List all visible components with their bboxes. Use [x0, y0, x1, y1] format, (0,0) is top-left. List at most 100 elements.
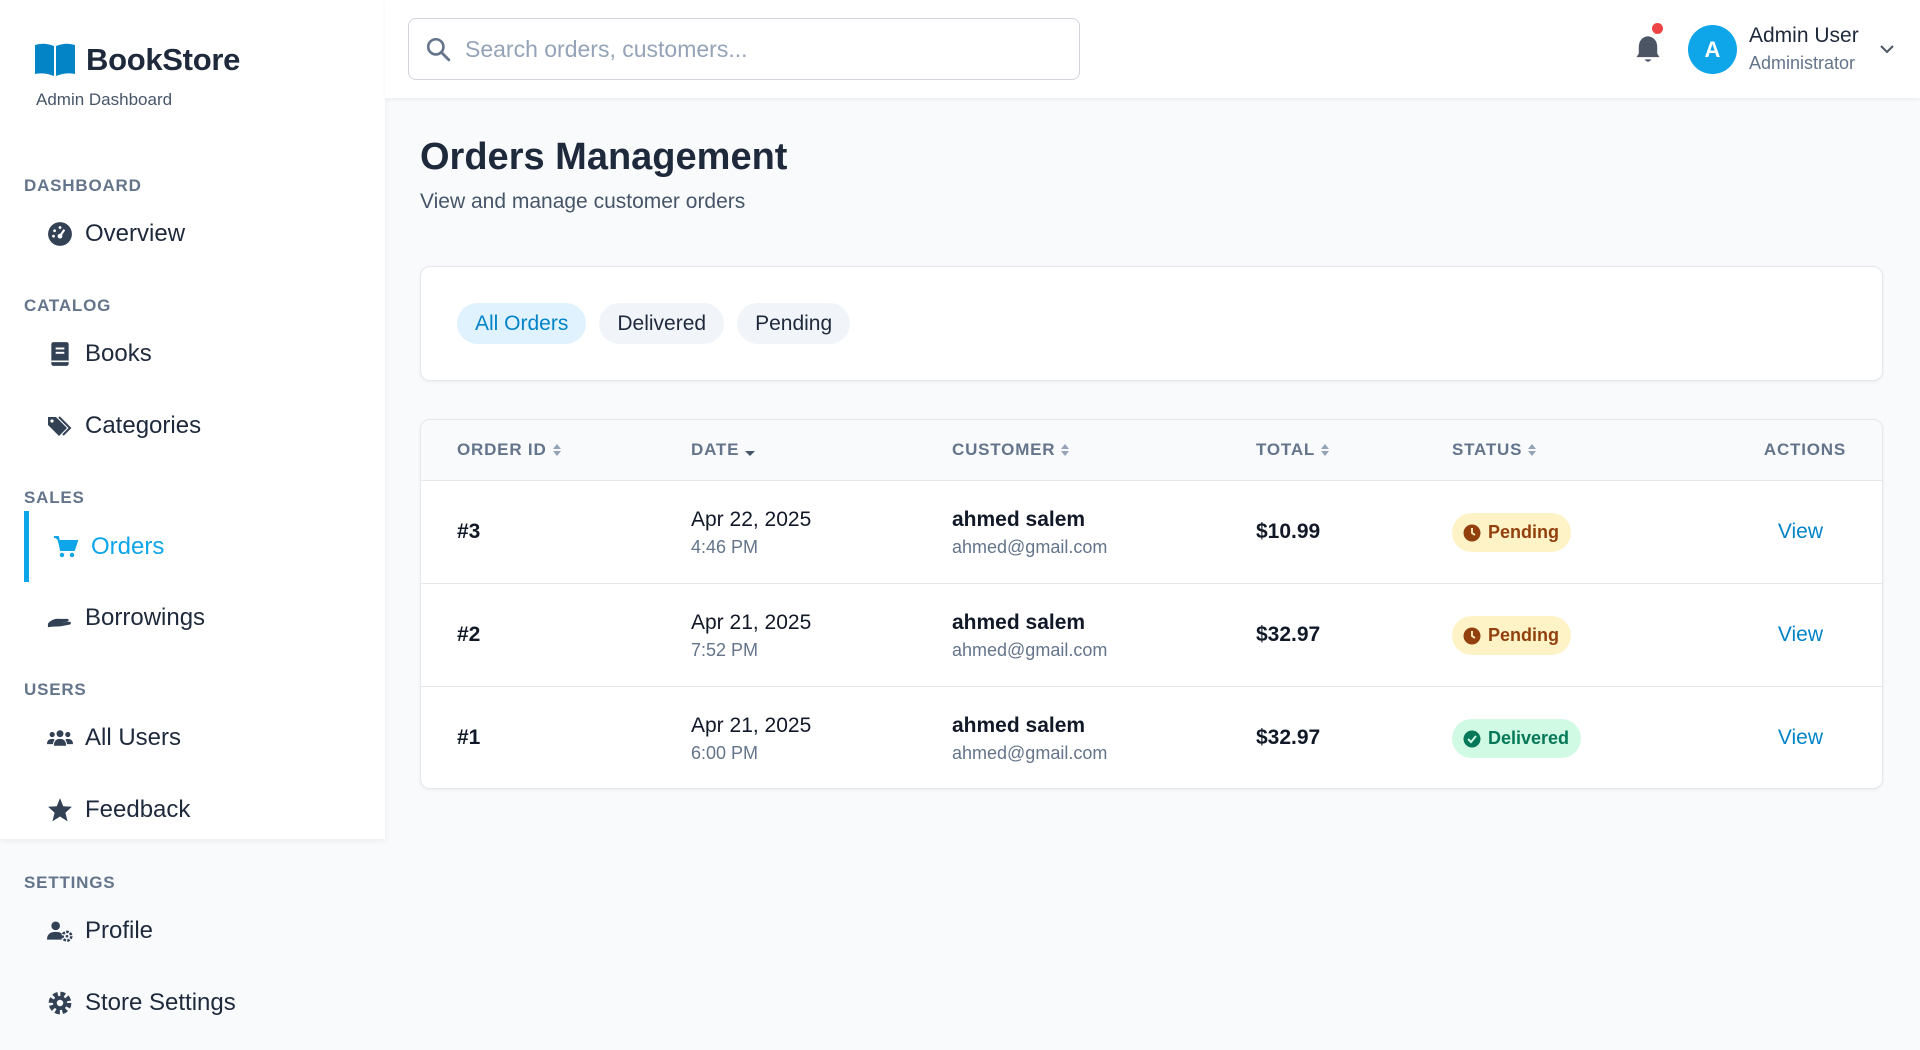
column-label: TOTAL	[1256, 440, 1316, 459]
tags-icon	[48, 416, 72, 436]
search-input[interactable]	[465, 35, 1045, 63]
sidebar-item-books[interactable]: Books	[25, 325, 365, 383]
sidebar-item-overview[interactable]: Overview	[25, 205, 365, 263]
avatar[interactable]: A	[1688, 25, 1737, 74]
gear-icon	[48, 991, 72, 1015]
page-title: Orders Management	[420, 136, 788, 178]
sidebar-item-label: Feedback	[85, 796, 191, 823]
order-time: 7:52 PM	[691, 640, 759, 660]
gauge-icon	[48, 222, 72, 246]
brand-name: BookStore	[86, 42, 241, 77]
sidebar-item-label: Overview	[85, 220, 186, 247]
column-status[interactable]: STATUS	[1452, 440, 1537, 460]
book-icon	[51, 342, 69, 366]
order-date: Apr 21, 2025	[691, 611, 812, 634]
check-circle-icon	[1463, 730, 1481, 747]
sidebar-item-label: Store Settings	[85, 989, 236, 1016]
status-badge: Delivered	[1452, 719, 1582, 758]
sidebar-item-orders[interactable]: Orders	[24, 511, 364, 582]
sort-icon	[1321, 444, 1330, 456]
column-label: CUSTOMER	[952, 440, 1056, 459]
order-total: $32.97	[1256, 623, 1321, 646]
table-row: #1 Apr 21, 2025 6:00 PM ahmed salem ahme…	[421, 687, 1882, 788]
bell-icon[interactable]	[1634, 34, 1662, 64]
table-row: #3 Apr 22, 2025 4:46 PM ahmed salem ahme…	[421, 481, 1882, 584]
hand-icon	[47, 618, 71, 628]
section-users: Users	[24, 680, 87, 699]
order-total: $10.99	[1256, 520, 1321, 543]
section-sales: Sales	[24, 488, 85, 507]
users-icon	[47, 730, 73, 746]
table-row: #2 Apr 21, 2025 7:52 PM ahmed salem ahme…	[421, 584, 1882, 687]
column-label: ORDER ID	[457, 440, 547, 459]
customer-email: ahmed@gmail.com	[952, 640, 1108, 660]
star-icon	[48, 798, 72, 822]
order-id: #3	[457, 520, 481, 543]
sidebar-item-all-users[interactable]: All Users	[25, 709, 365, 767]
sidebar-item-label: Profile	[85, 917, 154, 944]
sidebar-item-label: Orders	[91, 532, 165, 560]
order-id: #1	[457, 726, 481, 749]
notification-dot	[1652, 23, 1663, 34]
table-header: ORDER ID DATE CUSTOMER TOTAL STATUS ACTI…	[421, 420, 1882, 481]
page-subtitle: View and manage customer orders	[420, 190, 746, 213]
sort-icon	[1061, 444, 1070, 456]
section-catalog: Catalog	[24, 296, 112, 315]
search-icon	[426, 37, 451, 62]
customer-name: ahmed salem	[952, 611, 1086, 634]
sort-icon	[1528, 444, 1537, 456]
order-date: Apr 22, 2025	[691, 508, 812, 531]
column-label: DATE	[691, 440, 740, 459]
brand-subtitle: Admin Dashboard	[36, 90, 173, 109]
order-time: 6:00 PM	[691, 743, 759, 763]
sidebar-item-label: All Users	[85, 724, 182, 751]
column-label: STATUS	[1452, 440, 1523, 459]
section-settings: Settings	[24, 873, 116, 892]
column-order-id[interactable]: ORDER ID	[457, 440, 562, 460]
order-time: 4:46 PM	[691, 537, 759, 557]
status-badge: Pending	[1452, 513, 1571, 552]
order-id: #2	[457, 623, 481, 646]
user-gear-icon	[47, 921, 73, 942]
filter-all-orders[interactable]: All Orders	[457, 303, 587, 344]
column-total[interactable]: TOTAL	[1256, 440, 1330, 460]
user-name[interactable]: Admin User	[1749, 24, 1859, 47]
status-label: Pending	[1488, 522, 1559, 542]
user-role: Administrator	[1749, 53, 1856, 73]
logo[interactable]: BookStore	[34, 42, 240, 78]
view-button[interactable]: View	[1777, 520, 1823, 543]
sidebar-item-profile[interactable]: Profile	[25, 902, 365, 960]
filter-bar: All Orders Delivered Pending	[420, 266, 1883, 381]
customer-name: ahmed salem	[952, 714, 1086, 737]
sidebar-item-store-settings[interactable]: Store Settings	[25, 974, 365, 1032]
sort-desc-icon	[745, 451, 756, 456]
sidebar-item-borrowings[interactable]: Borrowings	[25, 589, 365, 647]
status-label: Delivered	[1488, 728, 1570, 748]
customer-email: ahmed@gmail.com	[952, 537, 1108, 557]
filter-pending[interactable]: Pending	[737, 303, 851, 344]
column-customer[interactable]: CUSTOMER	[952, 440, 1070, 460]
order-total: $32.97	[1256, 726, 1321, 749]
sidebar: BookStore Admin Dashboard	[0, 0, 385, 839]
sort-icon	[552, 444, 561, 456]
customer-email: ahmed@gmail.com	[952, 743, 1108, 763]
status-label: Pending	[1488, 625, 1559, 645]
order-date: Apr 21, 2025	[691, 714, 812, 737]
column-date[interactable]: DATE	[691, 440, 756, 460]
sidebar-item-categories[interactable]: Categories	[25, 397, 365, 455]
search-box[interactable]	[408, 18, 1080, 80]
status-badge: Pending	[1452, 616, 1571, 655]
book-open-icon	[35, 43, 75, 76]
chevron-down-icon[interactable]	[1878, 40, 1896, 58]
orders-table: ORDER ID DATE CUSTOMER TOTAL STATUS ACTI…	[420, 419, 1883, 789]
sidebar-item-label: Categories	[85, 412, 202, 439]
clock-icon	[1463, 524, 1481, 541]
view-button[interactable]: View	[1777, 623, 1823, 646]
view-button[interactable]: View	[1777, 726, 1823, 749]
clock-icon	[1463, 627, 1481, 644]
sidebar-item-feedback[interactable]: Feedback	[25, 781, 365, 839]
section-dashboard: Dashboard	[24, 176, 142, 195]
filter-delivered[interactable]: Delivered	[599, 303, 725, 344]
cart-icon	[54, 535, 79, 557]
sidebar-item-label: Borrowings	[85, 604, 206, 631]
